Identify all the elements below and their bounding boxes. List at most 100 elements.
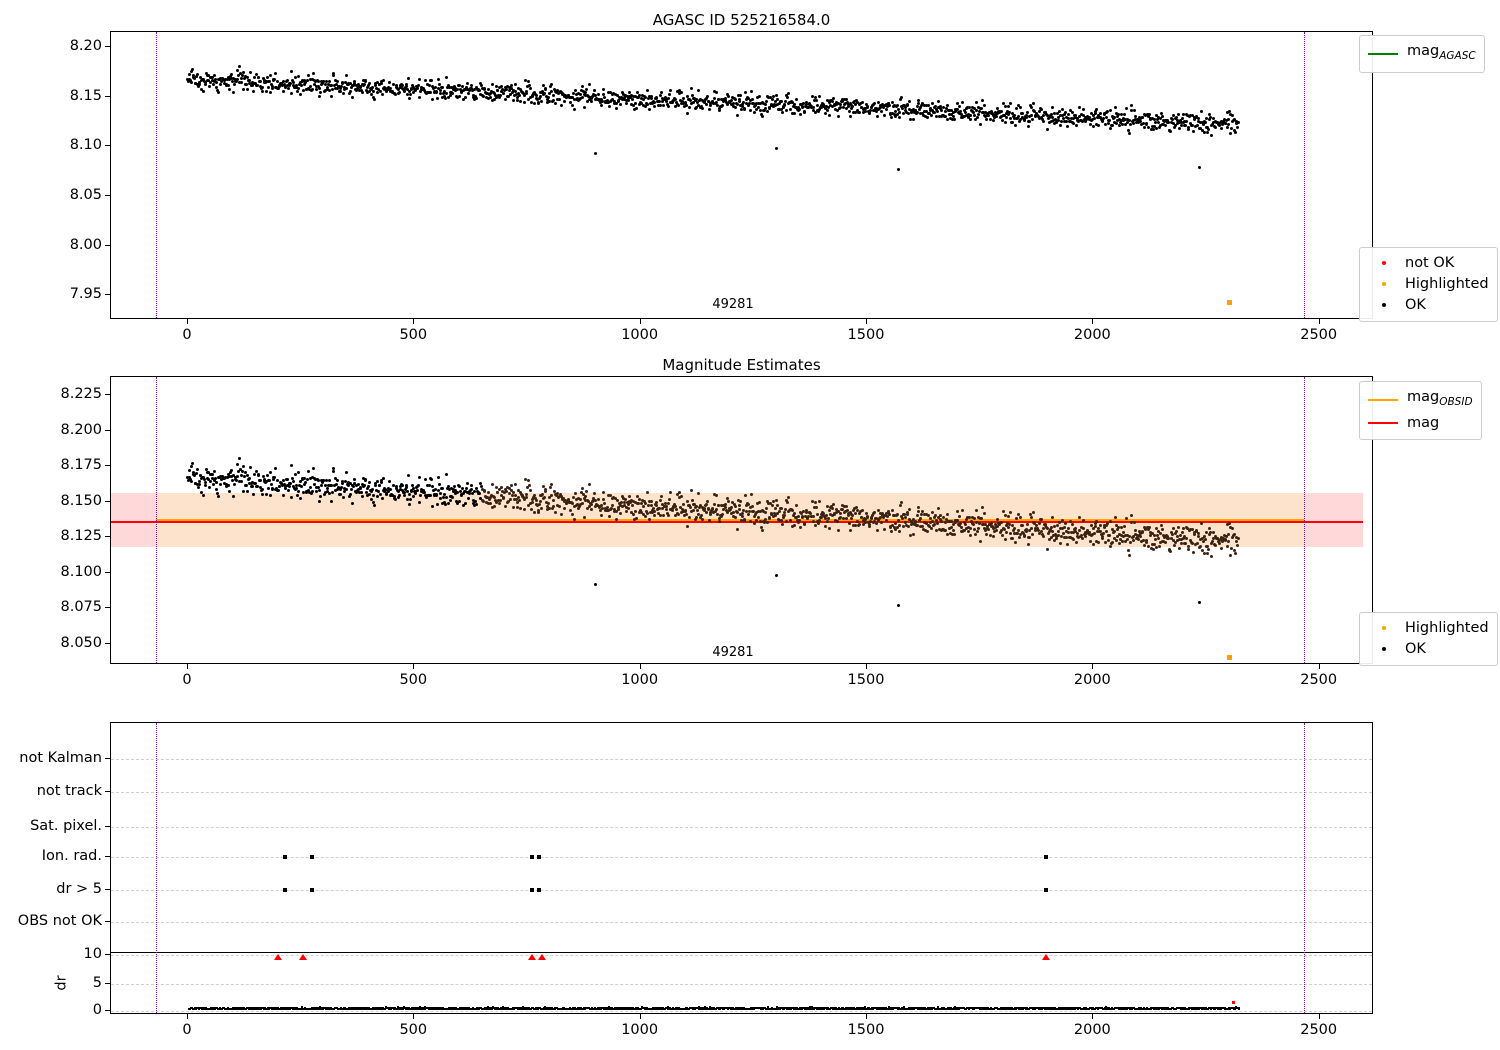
data-point [365,88,369,92]
data-point [1047,121,1051,125]
data-point [726,511,730,515]
data-point [830,507,834,511]
data-point [688,503,692,507]
data-point [1233,117,1237,121]
data-point [721,512,725,516]
data-point [983,103,987,107]
data-point [497,498,501,502]
data-point [828,113,832,117]
data-point [670,509,674,513]
data-point [461,97,465,101]
data-point [292,485,296,489]
data-point [432,489,436,493]
data-point [1097,113,1101,117]
data-point [742,100,746,104]
data-point [725,92,729,96]
data-point [271,477,275,481]
data-point [317,478,321,482]
data-point [685,524,689,528]
data-point [849,114,853,118]
data-point [435,494,439,498]
data-point [1055,534,1059,538]
data-point [359,88,363,92]
data-point [809,512,813,516]
data-point [1021,524,1025,528]
data-point [684,512,688,516]
y-tick-mark [105,856,110,857]
data-point [348,91,352,95]
data-point [1160,528,1164,532]
data-point [724,96,728,100]
data-point [734,98,738,102]
data-point [266,85,270,89]
data-point [345,86,349,90]
data-point [1211,122,1215,126]
data-point [964,522,968,526]
data-point [568,101,572,105]
data-point [924,110,928,114]
data-point [199,88,203,92]
data-point [822,514,826,518]
data-point [1184,542,1188,546]
data-point [455,500,459,504]
data-point [715,513,719,517]
middle-legend-lines: magOBSID mag [1359,381,1482,440]
data-point [497,487,501,491]
data-point [855,108,859,112]
data-point [1177,546,1181,550]
data-point [832,96,836,100]
data-point [340,486,344,490]
data-point [395,487,399,491]
data-point [334,477,338,481]
data-point [735,511,739,515]
data-point [788,518,792,522]
data-point [371,501,375,505]
data-point [528,87,532,91]
data-point [1023,119,1027,123]
data-point [1127,549,1130,553]
data-point [618,97,622,101]
red-line-swatch [1368,422,1398,425]
data-point [693,517,697,521]
data-point [797,520,801,524]
data-point [267,80,271,84]
data-point [522,100,526,104]
data-point [646,503,650,507]
data-point [732,510,736,514]
data-point [750,98,754,102]
data-point [269,494,273,498]
data-point [384,488,388,492]
data-point [1222,118,1226,122]
data-point [472,501,476,505]
data-point [707,507,711,511]
data-point [979,516,983,520]
data-point [295,85,299,89]
x-tick-mark [865,664,867,669]
data-point [294,472,298,476]
data-point [902,112,906,116]
data-point [1083,533,1086,537]
data-point [990,521,994,525]
data-point [1081,526,1085,530]
data-point [769,95,773,99]
dr-tick-mark [105,983,110,984]
data-point [1159,111,1163,115]
data-point [1037,117,1041,120]
data-point [1153,118,1157,122]
data-point [660,96,664,100]
data-point [1199,110,1203,114]
data-point [667,93,671,97]
data-point [771,105,775,108]
data-point [320,83,324,87]
data-point [924,114,928,118]
data-point [1075,541,1079,545]
data-point [407,76,411,80]
data-point [1053,539,1057,543]
data-point [1018,533,1022,537]
data-point [825,98,829,102]
data-point [756,106,760,110]
data-point [1012,113,1016,117]
data-point [1041,113,1045,117]
data-point [965,113,969,117]
data-point [1185,536,1189,540]
